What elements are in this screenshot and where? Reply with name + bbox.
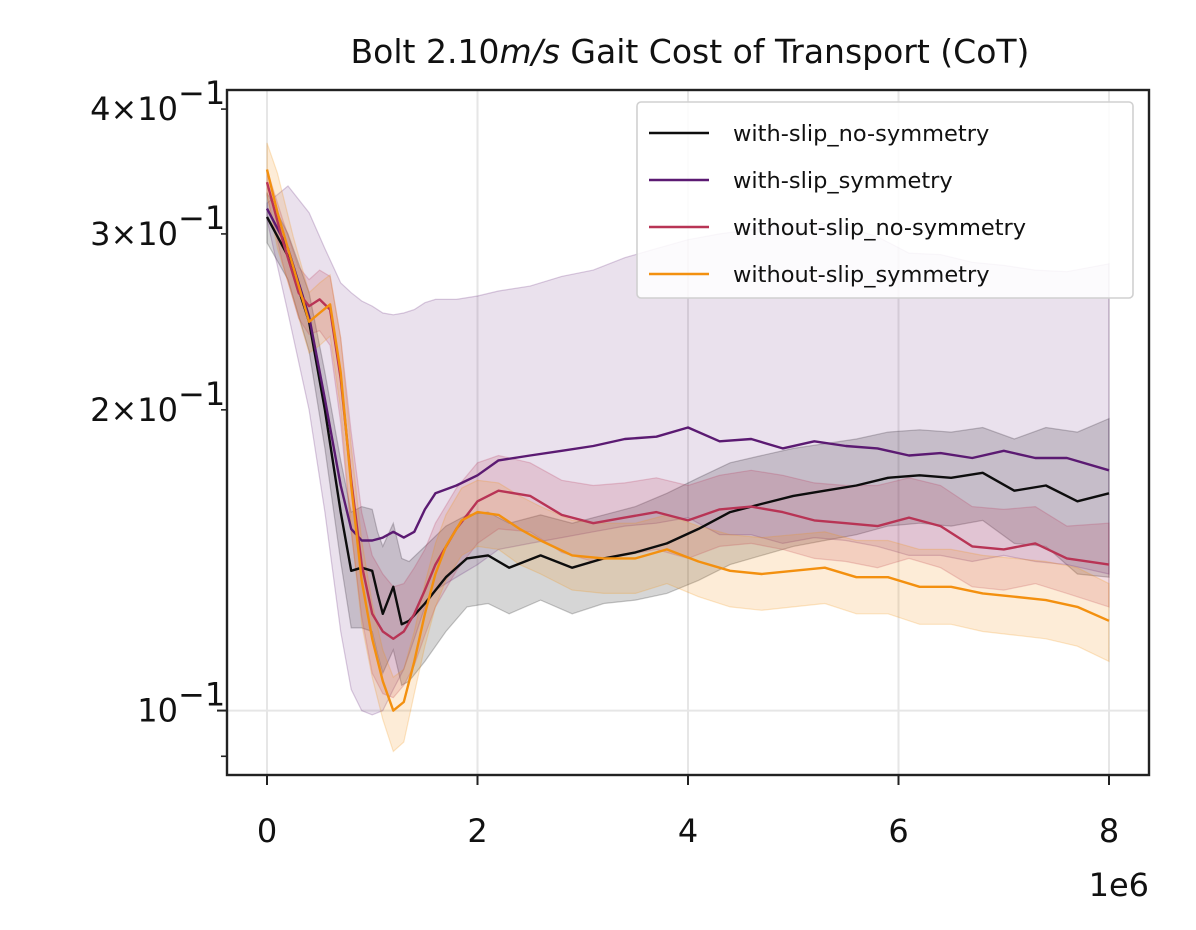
legend-label: with-slip_no-symmetry xyxy=(733,121,989,147)
band-layer xyxy=(266,142,1110,753)
y-tick-exponent: −1 xyxy=(178,199,225,237)
legend-label: without-slip_symmetry xyxy=(733,262,990,288)
series-line xyxy=(265,169,1110,712)
x-tick-label: 2 xyxy=(467,812,487,850)
x-tick-label: 0 xyxy=(257,812,277,850)
title-prefix: Bolt 2.10 xyxy=(351,32,500,71)
tick-layer xyxy=(217,108,1111,785)
line-layer xyxy=(265,169,1110,712)
series-line xyxy=(265,208,1110,542)
y-tick-label: 3×10 xyxy=(90,215,178,253)
y-tick-label: 2×10 xyxy=(90,391,178,429)
x-tick-label: 6 xyxy=(888,812,908,850)
y-tick-exponent: −1 xyxy=(178,375,225,413)
x-tick-label: 8 xyxy=(1099,812,1119,850)
y-tick-exponent: −1 xyxy=(178,74,225,112)
legend: with-slip_no-symmetry with-slip_symmetryw… xyxy=(636,101,1134,299)
y-tick-exponent: −1 xyxy=(178,676,225,714)
title-suffix: Gait Cost of Transport (CoT) xyxy=(560,32,1030,71)
y-tick-mantissa: 2× xyxy=(90,391,137,429)
chart-title: Bolt 2.10m/s Gait Cost of Transport (CoT… xyxy=(351,32,1030,71)
legend-box xyxy=(636,101,1134,299)
y-tick-base: 10 xyxy=(137,391,178,429)
label-layer: 0 2 4 6 810 −12×10 −13×10 −14×10 −1 xyxy=(90,74,1119,850)
y-tick-base: 10 xyxy=(137,215,178,253)
y-tick-mantissa: 3× xyxy=(90,215,137,253)
legend-label: without-slip_no-symmetry xyxy=(733,215,1026,241)
series-band xyxy=(266,169,1110,699)
y-tick-label: 4×10 xyxy=(90,90,178,128)
series-band xyxy=(266,185,1110,716)
series-band xyxy=(266,192,1110,687)
y-tick-label: 10 xyxy=(137,692,178,730)
legend-label: with-slip_symmetry xyxy=(733,168,953,194)
x-tick-label: 4 xyxy=(678,812,698,850)
series-band xyxy=(266,142,1110,753)
y-tick-base: 10 xyxy=(137,90,178,128)
y-tick-mantissa: 4× xyxy=(90,90,137,128)
title-unit: m/s xyxy=(499,32,559,71)
x-offset-label: 1e6 xyxy=(1089,866,1149,904)
